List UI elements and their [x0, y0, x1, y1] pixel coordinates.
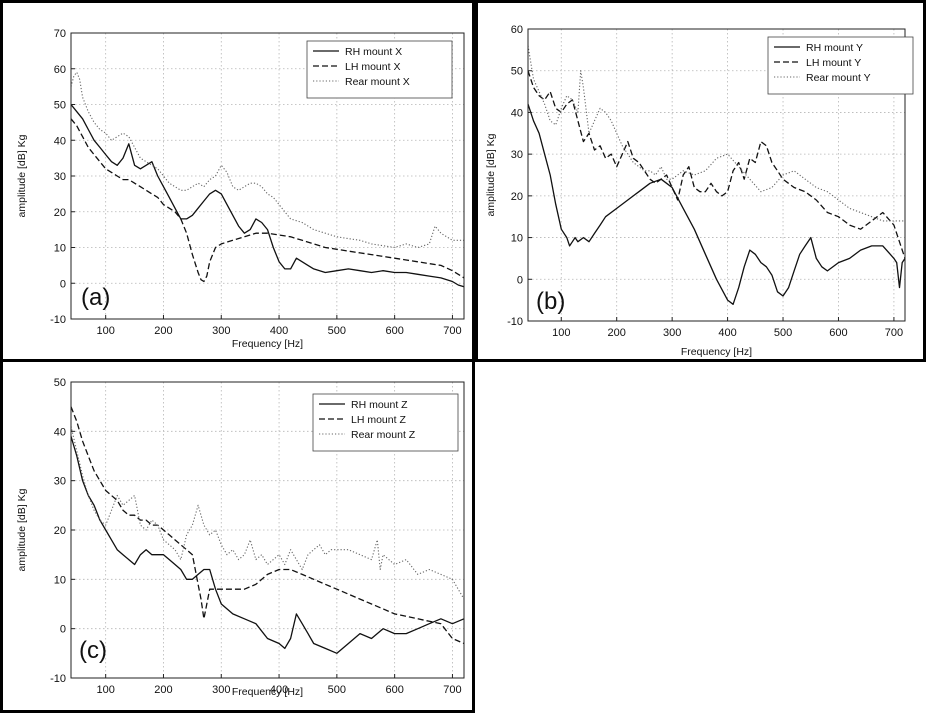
x-tick-label: 400	[270, 684, 288, 696]
series-line-c-solid	[70, 436, 465, 654]
legend-label: RH mount Y	[806, 42, 863, 54]
legend-label: RH mount Z	[351, 399, 408, 411]
y-tick-label: -10	[507, 316, 523, 328]
y-tick-label: 60	[511, 24, 523, 36]
series-line-a-dotted	[70, 71, 464, 249]
y-tick-label: 30	[511, 149, 523, 161]
x-tick-label: 500	[774, 327, 792, 339]
x-tick-label: 700	[443, 684, 461, 696]
y-tick-label: 0	[60, 278, 66, 290]
chart-panel-b: 100 200 300 400 500 600 700 -10 0 10 20 30 40 50 60 Fre…	[475, 0, 926, 362]
x-axis-label: Frequency [Hz]	[681, 346, 752, 358]
y-tick-label: 50	[54, 377, 66, 389]
legend-label: Rear mount Z	[351, 429, 416, 441]
series-line-c-dashed	[70, 406, 465, 645]
y-tick-label: 50	[511, 66, 523, 78]
y-tick-label: -10	[50, 673, 66, 685]
x-tick-label: 500	[328, 325, 346, 337]
y-tick-label: 30	[54, 476, 66, 488]
x-tick-label: 600	[385, 325, 403, 337]
plot-frame-b	[527, 28, 906, 322]
x-tick-label: 200	[154, 684, 172, 696]
y-tick-label: 20	[511, 191, 523, 203]
x-axis-label: Frequency [Hz]	[232, 686, 303, 698]
y-tick-label: 70	[54, 28, 66, 40]
x-tick-label: 400	[270, 325, 288, 337]
panel-label: (b)	[536, 288, 565, 315]
legend-label: LH mount Z	[351, 414, 406, 426]
x-tick-label: 300	[212, 325, 230, 337]
y-tick-label: 10	[54, 574, 66, 586]
y-tick-label: 20	[54, 525, 66, 537]
legend-label: LH mount Y	[806, 57, 861, 69]
chart-panel-c: 100 200 300 400 500 600 700 -10 0 10 20 30 40 50 Frequ…	[0, 359, 475, 713]
x-tick-label: 700	[885, 327, 903, 339]
y-axis-label: amplitude [dB] Kg	[16, 488, 28, 571]
y-tick-label: 40	[54, 135, 66, 147]
legend-label: Rear mount Y	[806, 72, 871, 84]
y-axis-label: amplitude [dB] Kg	[16, 134, 28, 217]
legend-c: RH mount Z LH mount Z Rear mount Z	[312, 393, 459, 452]
y-tick-label: -10	[50, 314, 66, 326]
chart-panel-a: 100 200 300 400 500 600 700 -10 0 10 20 30 40 50 60 70 F…	[0, 0, 475, 362]
series-line-b-dashed	[527, 70, 906, 259]
legend-label: RH mount X	[345, 46, 402, 58]
panel-label: (c)	[79, 637, 107, 664]
legend-label: LH mount X	[345, 61, 400, 73]
y-tick-label: 0	[517, 274, 523, 286]
x-tick-label: 400	[718, 327, 736, 339]
x-tick-label: 600	[829, 327, 847, 339]
y-tick-label: 30	[54, 171, 66, 183]
legend-b: RH mount Y LH mount Y Rear mount Y	[767, 36, 914, 95]
y-axis-label: amplitude [dB] Kg	[485, 133, 497, 216]
y-tick-label: 0	[60, 624, 66, 636]
y-tick-label: 10	[54, 243, 66, 255]
legend-a: RH mount X LH mount X Rear mount X	[306, 40, 453, 99]
y-tick-label: 20	[54, 207, 66, 219]
x-tick-label: 200	[608, 327, 626, 339]
x-tick-label: 700	[443, 325, 461, 337]
y-tick-label: 40	[54, 426, 66, 438]
legend-label: Rear mount X	[345, 76, 410, 88]
chart-b-svg: 100 200 300 400 500 600 700 -10 0 10 20 30 40 50 60 Fre…	[485, 24, 914, 358]
y-tick-label: 10	[511, 233, 523, 245]
chart-a-svg: 100 200 300 400 500 600 700 -10 0 10 20 30 40 50 60 70 F…	[16, 28, 465, 350]
x-tick-label: 100	[552, 327, 570, 339]
series-line-c-dotted	[70, 426, 465, 600]
x-tick-label: 100	[96, 325, 114, 337]
x-tick-label: 300	[212, 684, 230, 696]
x-tick-label: 100	[96, 684, 114, 696]
series-line-b-solid	[527, 103, 906, 305]
x-tick-label: 200	[154, 325, 172, 337]
chart-c-svg: 100 200 300 400 500 600 700 -10 0 10 20 30 40 50 Frequ…	[16, 377, 465, 698]
series-line-a-solid	[70, 104, 465, 288]
panel-label: (a)	[81, 284, 110, 311]
y-tick-label: 40	[511, 107, 523, 119]
y-tick-label: 60	[54, 64, 66, 76]
x-tick-label: 600	[385, 684, 403, 696]
x-axis-label: Frequency [Hz]	[232, 338, 303, 350]
x-tick-label: 300	[663, 327, 681, 339]
series-line-a-dashed	[70, 118, 465, 283]
x-tick-label: 500	[328, 684, 346, 696]
y-tick-label: 50	[54, 100, 66, 112]
